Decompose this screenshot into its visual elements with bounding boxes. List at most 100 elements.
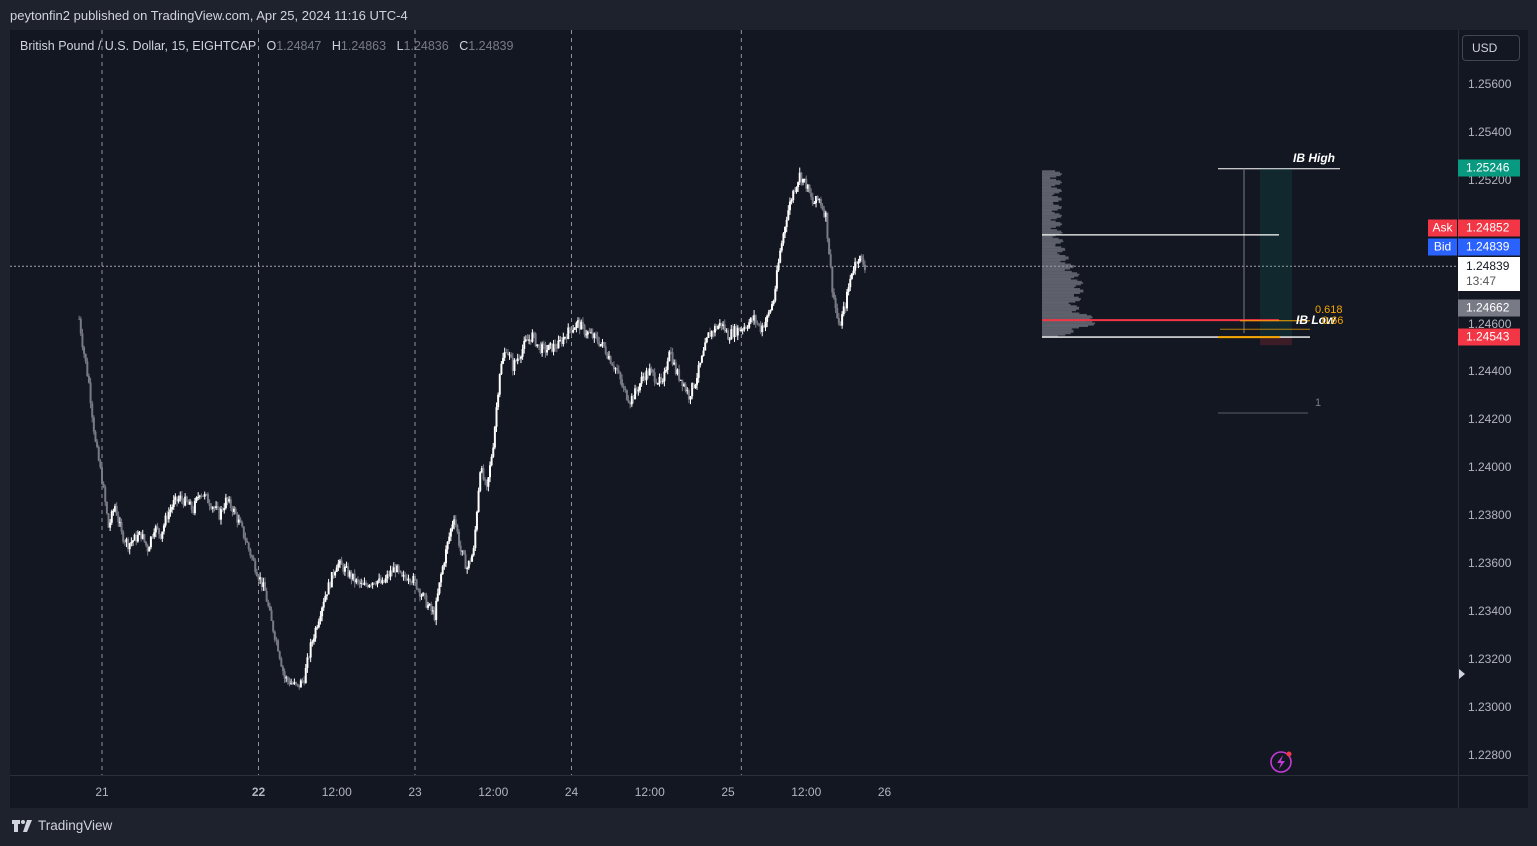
volume-profile-bar — [1042, 207, 1062, 210]
candle-body — [841, 314, 844, 326]
ib-high-price-tag: 1.25246 — [1458, 159, 1520, 177]
volume-profile-bar — [1042, 323, 1094, 326]
volume-profile-bar — [1042, 305, 1077, 307]
candle-body — [596, 336, 599, 342]
candle-body — [407, 578, 410, 581]
candle-body — [443, 563, 446, 567]
candle-body — [228, 499, 231, 502]
candle-body — [480, 468, 483, 473]
footer-brand-text: TradingView — [38, 818, 113, 833]
legend-close-label: C — [459, 39, 469, 53]
candle-body — [154, 526, 157, 533]
candle-body — [583, 325, 586, 335]
candle-body — [135, 534, 138, 542]
volume-profile-bar — [1042, 196, 1059, 198]
volume-profile-bar — [1042, 283, 1081, 286]
time-tick-label: 25 — [721, 785, 735, 799]
candle-body — [97, 446, 100, 461]
candle-body — [821, 205, 824, 210]
candle-body — [316, 627, 319, 629]
candle-body — [221, 509, 224, 511]
candle-body — [682, 384, 685, 386]
candle-body — [733, 326, 736, 338]
candle-body — [182, 500, 185, 506]
candle-body — [254, 560, 257, 572]
candle-body — [816, 196, 819, 200]
volume-profile-bar — [1042, 198, 1062, 201]
time-tick-label: 24 — [564, 785, 579, 799]
candle-body — [283, 671, 286, 679]
candle-body — [166, 515, 169, 520]
currency-button[interactable]: USD — [1462, 35, 1520, 61]
legend-high-value: 1.24863 — [340, 39, 387, 53]
candle-body — [687, 390, 690, 400]
ib-red-box — [1260, 337, 1292, 346]
chart-pane[interactable] — [10, 30, 1458, 775]
candle-body — [223, 507, 226, 511]
candle-body — [585, 334, 588, 336]
candle-body — [779, 250, 782, 263]
candle-body — [458, 531, 461, 546]
candle-body — [187, 501, 190, 505]
candle-body — [99, 460, 102, 468]
price-tick-label: 1.23400 — [1468, 603, 1512, 618]
candle-body — [172, 500, 175, 508]
volume-profile-bar — [1042, 290, 1084, 293]
candle-body — [704, 342, 707, 351]
candle-body — [373, 582, 376, 584]
volume-profile-bar — [1042, 279, 1078, 282]
legend-open-label: O — [266, 39, 277, 53]
candle-body — [118, 522, 121, 524]
candle-body — [500, 363, 503, 375]
candle-body — [83, 347, 86, 354]
candle-body — [722, 324, 725, 327]
candle-body — [599, 344, 602, 347]
candle-body — [653, 372, 656, 383]
gray-price-tag: 1.24662 — [1458, 299, 1520, 317]
symbol-title[interactable]: British Pound / U.S. Dollar, 15, EIGHTCA… — [20, 39, 256, 53]
candle-body — [384, 578, 387, 583]
volume-profile-bar — [1042, 265, 1074, 267]
candle-body — [849, 278, 852, 288]
candle-body — [487, 477, 490, 487]
candle-body — [506, 352, 509, 355]
volume-profile-bar — [1042, 285, 1076, 287]
volume-profile-bar — [1042, 252, 1058, 254]
candle-body — [638, 383, 641, 391]
candle-body — [146, 545, 149, 552]
candle-body — [167, 512, 170, 520]
candle-body — [474, 529, 477, 549]
volume-profile-bar — [1042, 334, 1066, 336]
candle-body — [192, 509, 195, 514]
volume-profile-bar — [1042, 180, 1061, 182]
candle-body — [575, 322, 578, 329]
candle-body — [707, 332, 710, 338]
candle-body — [285, 677, 288, 679]
volume-profile-bar — [1042, 186, 1052, 188]
volume-profile-bar — [1042, 200, 1059, 202]
candle-body — [533, 332, 536, 334]
volume-profile-bar — [1042, 300, 1076, 303]
candle-body — [451, 524, 454, 529]
time-axis[interactable] — [10, 775, 1458, 808]
candle-body — [552, 343, 555, 352]
candle-body — [84, 353, 87, 362]
candle-body — [311, 641, 314, 643]
candle-body — [348, 571, 351, 577]
candle-body — [756, 322, 759, 324]
candle-body — [369, 584, 372, 586]
candle-body — [355, 579, 358, 583]
volume-profile-bar — [1042, 282, 1084, 284]
candle-body — [423, 593, 426, 596]
candle-body — [642, 376, 645, 378]
price-axis[interactable] — [1458, 30, 1528, 775]
footer-brand[interactable]: TradingView — [12, 818, 112, 833]
candle-body — [193, 501, 196, 514]
tradingview-logo-icon — [12, 819, 32, 832]
candle-body — [537, 344, 540, 346]
candle-body — [637, 390, 640, 392]
candle-body — [692, 383, 695, 388]
volume-profile-bar — [1042, 236, 1053, 238]
candle-body — [79, 318, 82, 334]
candle-body — [797, 182, 800, 188]
